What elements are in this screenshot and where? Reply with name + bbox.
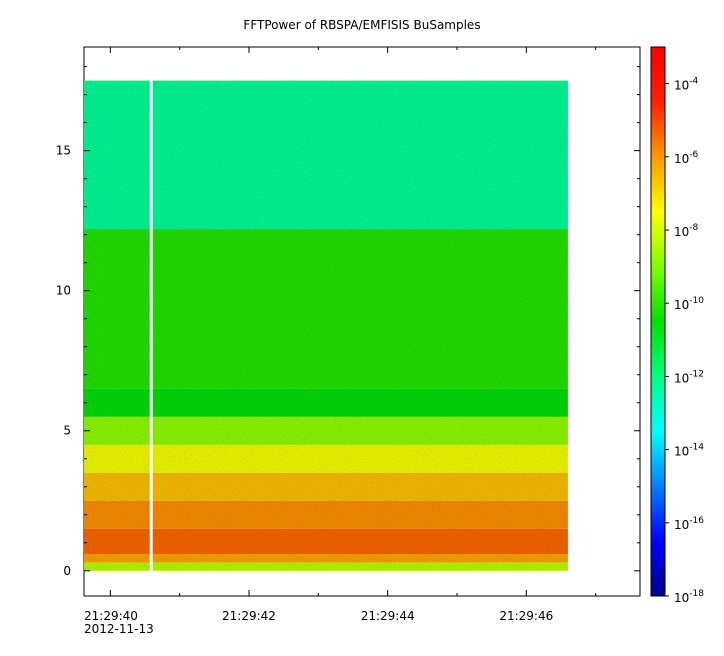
colorbar-tick-label: 10-16 bbox=[674, 516, 704, 532]
y-tick-label: 5 bbox=[63, 424, 71, 438]
colorbar-tick-label: 10-4 bbox=[674, 77, 699, 93]
spectrogram-noise bbox=[84, 80, 568, 571]
colorbar: 10-4 10-6 10-8 10-10 10-12 10-14 10-16 10-18 bbox=[650, 46, 704, 605]
colorbar-tick-label: 10-14 bbox=[674, 443, 704, 459]
colorbar-tick-label: 10-8 bbox=[674, 223, 699, 239]
colorbar-gradient bbox=[650, 46, 666, 597]
colorbar-tick-label: 10-18 bbox=[674, 589, 704, 605]
x-tick-label: 21:29:40 bbox=[84, 609, 138, 623]
y-tick-label: 0 bbox=[63, 564, 71, 578]
y-tick-label: 15 bbox=[56, 144, 71, 158]
x-tick-label: 21:29:44 bbox=[361, 609, 415, 623]
colorbar-tick-label: 10-6 bbox=[674, 150, 699, 166]
x-tick-label: 21:29:42 bbox=[222, 609, 276, 623]
x-tick-label: 21:29:46 bbox=[499, 609, 553, 623]
data-gap bbox=[149, 80, 153, 571]
spectrogram-area bbox=[84, 80, 568, 571]
colorbar-tick-label: 10-12 bbox=[674, 369, 704, 385]
chart-title: FFTPower of RBSPA/EMFISIS BuSamples bbox=[243, 18, 481, 32]
x-date-label: 2012-11-13 bbox=[84, 622, 154, 636]
colorbar-tick-label: 10-10 bbox=[674, 296, 704, 312]
y-tick-label: 10 bbox=[56, 284, 71, 298]
